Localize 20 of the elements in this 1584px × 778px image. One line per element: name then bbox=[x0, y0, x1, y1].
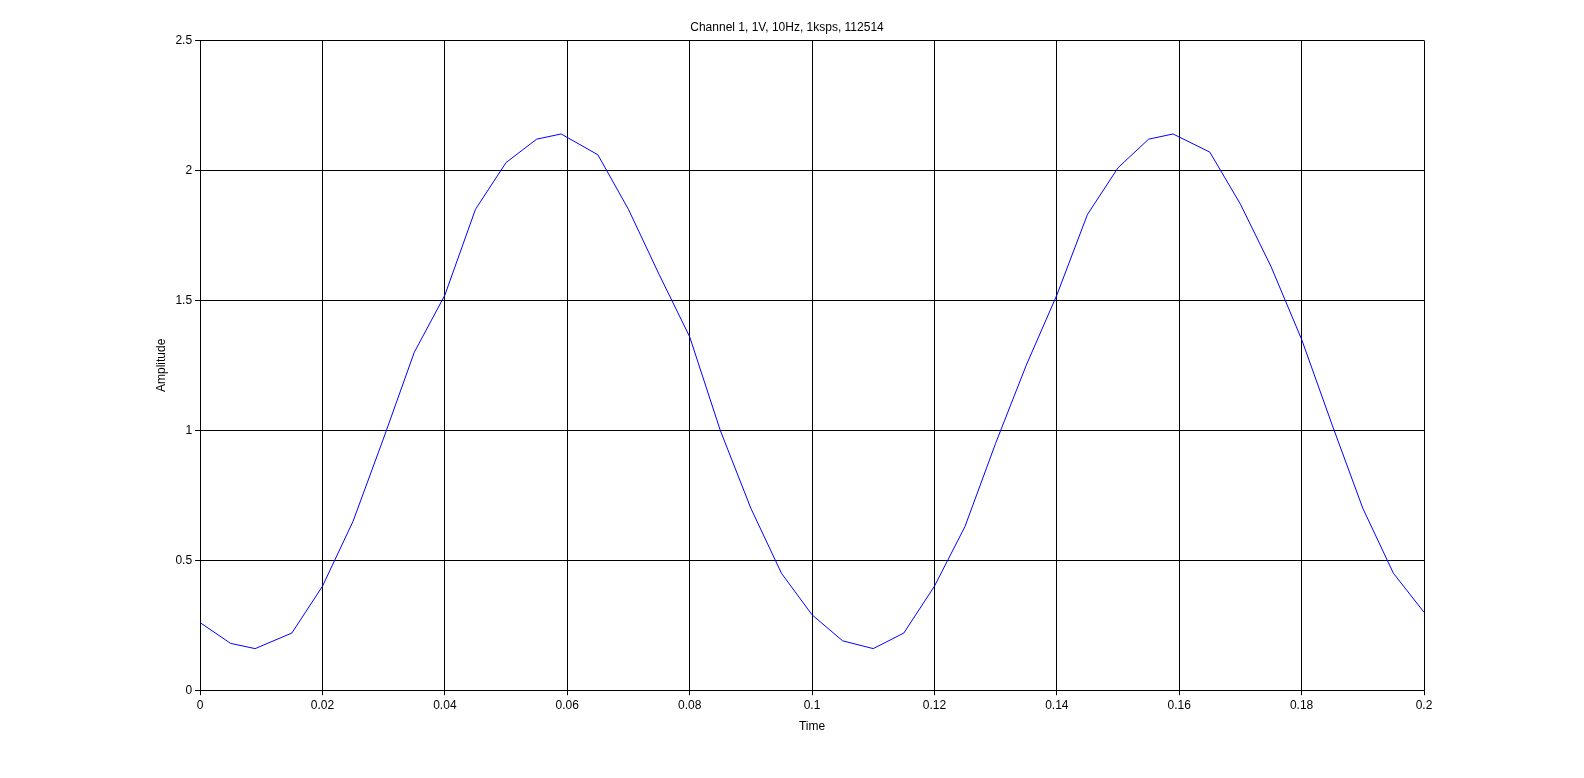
y-tick-label: 2.5 bbox=[175, 32, 193, 47]
chart-title: Channel 1, 1V, 10Hz, 1ksps, 112514 bbox=[690, 19, 885, 34]
x-tick-label: 0.18 bbox=[1289, 697, 1314, 712]
x-tick-label: 0.08 bbox=[677, 697, 702, 712]
y-axis-title: Amplitude bbox=[153, 338, 168, 392]
x-tick-label: 0.2 bbox=[1415, 697, 1433, 712]
y-tick-label: 1.5 bbox=[175, 292, 193, 307]
x-tick-label: 0.04 bbox=[433, 697, 457, 712]
x-tick-label: 0.14 bbox=[1045, 697, 1069, 712]
y-tick-label: 0 bbox=[185, 682, 193, 697]
y-tick-label: 1 bbox=[185, 422, 193, 437]
x-tick-label: 0.1 bbox=[803, 697, 821, 712]
x-axis-title: Time bbox=[798, 719, 826, 734]
x-tick-label: 0.12 bbox=[922, 697, 947, 712]
x-tick-label: 0 bbox=[196, 697, 204, 712]
x-tick-label: 0.02 bbox=[310, 697, 335, 712]
x-tick-label: 0.16 bbox=[1167, 697, 1192, 712]
x-tick-label: 0.06 bbox=[555, 697, 580, 712]
y-tick-label: 0.5 bbox=[175, 552, 193, 567]
y-tick-label: 2 bbox=[185, 162, 193, 177]
